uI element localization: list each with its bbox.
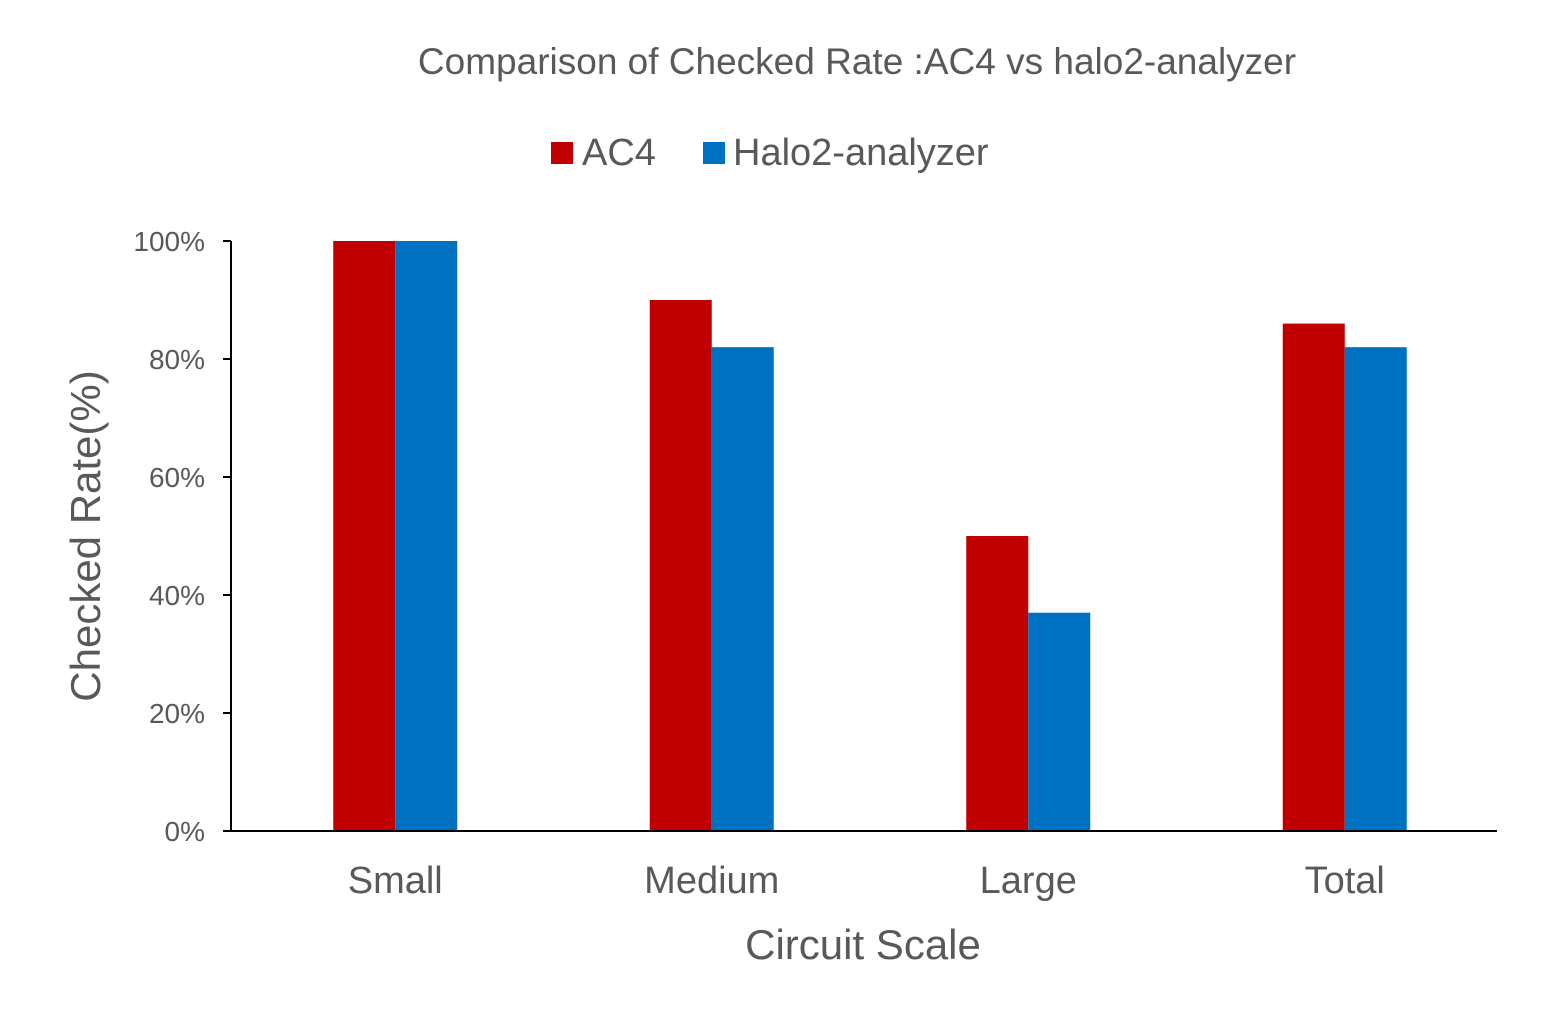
legend-swatch-halo2-analyzer: [703, 142, 725, 164]
bar-halo2-analyzer-medium: [711, 347, 774, 831]
legend: AC4 Halo2-analyzer: [551, 132, 989, 174]
y-tick-label: 80%: [149, 344, 205, 375]
x-tick-label-large: Large: [980, 860, 1077, 902]
y-tick-label: 60%: [149, 462, 205, 493]
legend-swatch-ac4: [551, 142, 573, 164]
bar-halo2-analyzer-small: [395, 241, 458, 831]
x-tick-label-medium: Medium: [644, 860, 779, 902]
y-tick-label: 0%: [165, 816, 205, 847]
x-tick-label-small: Small: [348, 860, 443, 902]
chart-title: Comparison of Checked Rate :AC4 vs halo2…: [418, 41, 1296, 82]
x-axis-title: Circuit Scale: [745, 921, 981, 968]
x-axis: Small Medium Large Total: [231, 830, 1497, 902]
x-tick-label-total: Total: [1305, 860, 1385, 902]
bar-ac4-small: [333, 241, 396, 831]
legend-label-halo2-analyzer: Halo2-analyzer: [733, 132, 989, 174]
y-tick-label: 20%: [149, 698, 205, 729]
y-axis-title: Checked Rate(%): [62, 370, 109, 701]
bar-halo2-analyzer-large: [1028, 612, 1091, 831]
bar-ac4-large: [966, 536, 1029, 831]
bar-ac4-total: [1282, 323, 1345, 831]
bar-halo2-analyzer-total: [1344, 347, 1407, 831]
y-tick-label: 100%: [133, 226, 205, 257]
y-tick-label: 40%: [149, 580, 205, 611]
y-axis: 0% 20% 40% 60% 80% 100%: [133, 226, 232, 847]
legend-label-ac4: AC4: [582, 132, 656, 174]
bar-ac4-medium: [649, 300, 712, 831]
bars-group: [333, 241, 1407, 831]
